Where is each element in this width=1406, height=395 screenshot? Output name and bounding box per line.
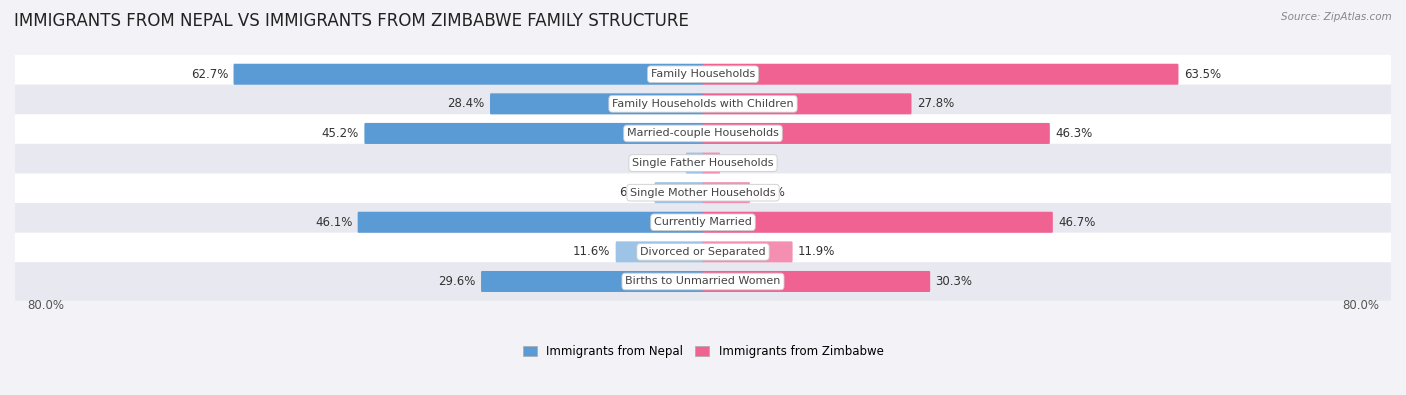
FancyBboxPatch shape xyxy=(703,241,793,262)
Text: Currently Married: Currently Married xyxy=(654,217,752,227)
FancyBboxPatch shape xyxy=(686,152,703,173)
Text: 46.7%: 46.7% xyxy=(1059,216,1095,229)
FancyBboxPatch shape xyxy=(0,114,1406,153)
Text: 80.0%: 80.0% xyxy=(1343,299,1379,312)
FancyBboxPatch shape xyxy=(703,152,720,173)
Text: 2.2%: 2.2% xyxy=(651,156,681,169)
Text: 30.3%: 30.3% xyxy=(935,275,973,288)
Text: 45.2%: 45.2% xyxy=(322,127,359,140)
Text: 80.0%: 80.0% xyxy=(27,299,63,312)
FancyBboxPatch shape xyxy=(0,233,1406,271)
FancyBboxPatch shape xyxy=(0,262,1406,301)
FancyBboxPatch shape xyxy=(655,182,703,203)
Text: 29.6%: 29.6% xyxy=(439,275,475,288)
FancyBboxPatch shape xyxy=(0,85,1406,123)
Text: Family Households: Family Households xyxy=(651,69,755,79)
Text: Family Households with Children: Family Households with Children xyxy=(612,99,794,109)
Text: Births to Unmarried Women: Births to Unmarried Women xyxy=(626,276,780,286)
Text: 11.6%: 11.6% xyxy=(572,245,610,258)
Text: Single Mother Households: Single Mother Households xyxy=(630,188,776,198)
FancyBboxPatch shape xyxy=(703,93,911,115)
FancyBboxPatch shape xyxy=(0,203,1406,241)
FancyBboxPatch shape xyxy=(0,173,1406,212)
Text: 63.5%: 63.5% xyxy=(1184,68,1220,81)
Text: 28.4%: 28.4% xyxy=(447,97,485,110)
Text: 11.9%: 11.9% xyxy=(799,245,835,258)
FancyBboxPatch shape xyxy=(703,212,1053,233)
FancyBboxPatch shape xyxy=(364,123,703,144)
FancyBboxPatch shape xyxy=(233,64,703,85)
Text: 2.2%: 2.2% xyxy=(725,156,755,169)
Text: 46.3%: 46.3% xyxy=(1056,127,1092,140)
Text: Source: ZipAtlas.com: Source: ZipAtlas.com xyxy=(1281,12,1392,22)
FancyBboxPatch shape xyxy=(703,182,749,203)
FancyBboxPatch shape xyxy=(703,64,1178,85)
Text: Married-couple Households: Married-couple Households xyxy=(627,128,779,139)
FancyBboxPatch shape xyxy=(703,123,1050,144)
FancyBboxPatch shape xyxy=(0,144,1406,182)
Text: 62.7%: 62.7% xyxy=(191,68,228,81)
Legend: Immigrants from Nepal, Immigrants from Zimbabwe: Immigrants from Nepal, Immigrants from Z… xyxy=(517,340,889,363)
FancyBboxPatch shape xyxy=(0,55,1406,94)
Text: Divorced or Separated: Divorced or Separated xyxy=(640,247,766,257)
FancyBboxPatch shape xyxy=(703,271,931,292)
Text: 46.1%: 46.1% xyxy=(315,216,353,229)
FancyBboxPatch shape xyxy=(616,241,703,262)
Text: IMMIGRANTS FROM NEPAL VS IMMIGRANTS FROM ZIMBABWE FAMILY STRUCTURE: IMMIGRANTS FROM NEPAL VS IMMIGRANTS FROM… xyxy=(14,12,689,30)
Text: 6.2%: 6.2% xyxy=(755,186,785,199)
Text: 27.8%: 27.8% xyxy=(917,97,955,110)
FancyBboxPatch shape xyxy=(491,93,703,115)
FancyBboxPatch shape xyxy=(357,212,703,233)
FancyBboxPatch shape xyxy=(481,271,703,292)
Text: Single Father Households: Single Father Households xyxy=(633,158,773,168)
Text: 6.4%: 6.4% xyxy=(619,186,650,199)
